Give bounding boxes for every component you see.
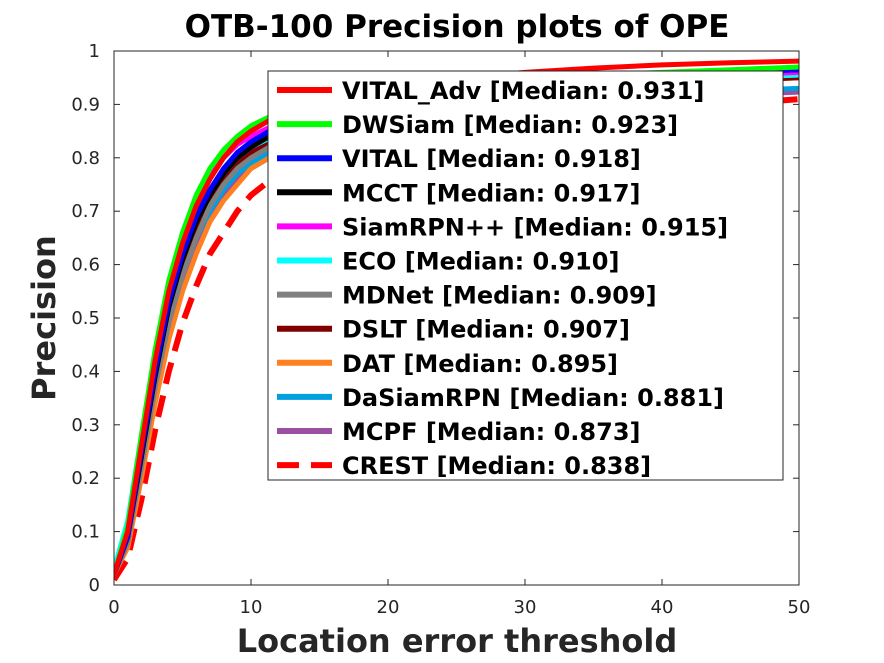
legend-entry: VITAL_Adv [Median: 0.931] bbox=[342, 77, 704, 105]
legend-entry: MDNet [Median: 0.909] bbox=[342, 282, 657, 310]
x-tick-labels: 0 10 20 30 40 50 bbox=[108, 597, 810, 618]
legend-entry: DSLT [Median: 0.907] bbox=[342, 316, 630, 344]
x-tick-label: 40 bbox=[651, 597, 674, 618]
legend-entry: DWSiam [Median: 0.923] bbox=[342, 111, 678, 139]
y-tick-label: 0.9 bbox=[71, 94, 100, 115]
y-tick-label: 0.4 bbox=[71, 361, 100, 382]
y-tick-label: 0.1 bbox=[71, 522, 100, 543]
y-tick-label: 0.7 bbox=[71, 201, 100, 222]
x-tick-label: 20 bbox=[377, 597, 400, 618]
x-tick-label: 10 bbox=[240, 597, 263, 618]
y-tick-labels: 0 0.1 0.2 0.3 0.4 0.5 0.6 0.7 0.8 0.9 1 bbox=[71, 41, 100, 596]
legend-entry: MCCT [Median: 0.917] bbox=[342, 179, 641, 207]
x-tick-label: 30 bbox=[514, 597, 537, 618]
chart-title: OTB-100 Precision plots of OPE bbox=[185, 9, 730, 45]
legend-entry: VITAL [Median: 0.918] bbox=[342, 145, 641, 173]
legend-entry: ECO [Median: 0.910] bbox=[342, 248, 619, 276]
y-tick-label: 0 bbox=[89, 575, 100, 596]
x-tick-label: 0 bbox=[108, 597, 119, 618]
legend-entry: DAT [Median: 0.895] bbox=[342, 350, 618, 378]
axis-ticks bbox=[113, 50, 800, 586]
y-tick-label: 0.2 bbox=[71, 468, 100, 489]
legend-entry: CREST [Median: 0.838] bbox=[342, 452, 651, 480]
y-tick-label: 0.6 bbox=[71, 255, 100, 276]
legend-entry: SiamRPN++ [Median: 0.915] bbox=[342, 213, 728, 241]
legend-box bbox=[267, 70, 784, 481]
y-tick-label: 0.5 bbox=[71, 308, 100, 329]
legend-entry: DaSiamRPN [Median: 0.881] bbox=[342, 384, 724, 412]
y-tick-label: 1 bbox=[89, 41, 100, 62]
legend: VITAL_Adv [Median: 0.931] DWSiam [Median:… bbox=[267, 70, 784, 481]
y-tick-label: 0.8 bbox=[71, 148, 100, 169]
x-axis-label: Location error threshold bbox=[237, 622, 678, 660]
y-axis-label: Precision bbox=[25, 235, 63, 401]
y-tick-label: 0.3 bbox=[71, 415, 100, 436]
x-tick-label: 50 bbox=[788, 597, 811, 618]
legend-entry: MCPF [Median: 0.873] bbox=[342, 418, 641, 446]
